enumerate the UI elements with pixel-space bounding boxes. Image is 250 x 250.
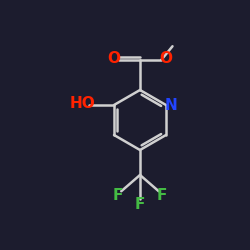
Text: HO: HO xyxy=(70,96,96,111)
Text: O: O xyxy=(160,51,173,66)
Text: F: F xyxy=(113,188,124,202)
Text: F: F xyxy=(135,197,145,212)
Text: N: N xyxy=(165,98,178,112)
Text: F: F xyxy=(156,188,167,202)
Text: O: O xyxy=(107,51,120,66)
